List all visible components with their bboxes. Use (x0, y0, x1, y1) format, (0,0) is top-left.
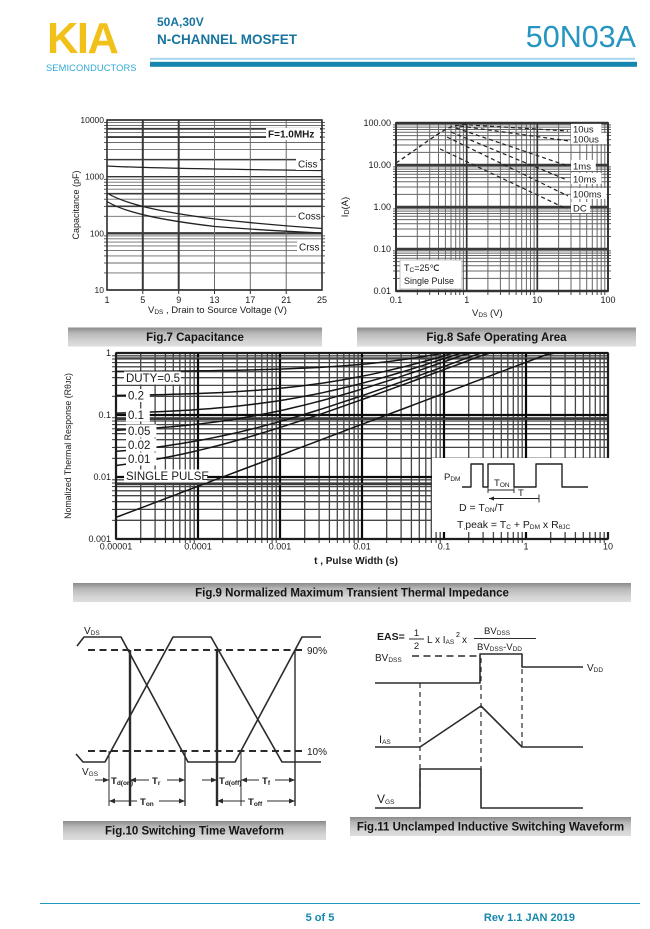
svg-text:1ms: 1ms (573, 162, 591, 173)
svg-text:Td(off): Td(off) (219, 776, 241, 787)
svg-text:10: 10 (603, 542, 613, 552)
svg-text:VDS (V): VDS (V) (472, 308, 503, 319)
svg-text:N-CHANNEL MOSFET: N-CHANNEL MOSFET (157, 32, 298, 47)
svg-text:100us: 100us (573, 135, 599, 146)
svg-text:10: 10 (532, 295, 542, 305)
svg-text:100: 100 (90, 228, 104, 238)
svg-text:10%: 10% (307, 747, 327, 758)
svg-text:BVDSS: BVDSS (375, 653, 402, 664)
svg-text:0.2: 0.2 (128, 391, 144, 403)
svg-text:VDD: VDD (587, 663, 603, 674)
svg-text:Capacitance (pF): Capacitance (pF) (71, 170, 81, 239)
svg-text:Toff: Toff (248, 797, 263, 808)
svg-text:T,peak = TC + PDM x RθJC: T,peak = TC + PDM x RθJC (457, 519, 571, 531)
svg-text:100ms: 100ms (573, 190, 602, 201)
svg-text:Fig.10 Switching Time Waveform: Fig.10 Switching Time Waveform (105, 826, 284, 838)
svg-text:Fig.8 Safe Operating Area: Fig.8 Safe Operating Area (426, 332, 567, 344)
svg-text:BVDSS: BVDSS (484, 626, 511, 637)
svg-text:0.1: 0.1 (98, 410, 111, 420)
svg-text:T: T (518, 488, 524, 499)
svg-text:50A,30V: 50A,30V (157, 15, 204, 29)
svg-text:50N03A: 50N03A (526, 20, 637, 54)
svg-text:Ciss: Ciss (298, 160, 317, 171)
svg-text:10000: 10000 (80, 115, 104, 125)
svg-text:Rev 1.1 JAN 2019: Rev 1.1 JAN 2019 (484, 912, 575, 924)
svg-text:1.00: 1.00 (373, 202, 391, 212)
svg-text:ID(A): ID(A) (340, 197, 351, 217)
svg-text:PDM: PDM (444, 472, 460, 483)
svg-text:13: 13 (209, 295, 219, 305)
svg-text:2: 2 (414, 641, 419, 652)
svg-text:100: 100 (600, 295, 615, 305)
svg-text:1: 1 (104, 295, 109, 305)
svg-text:TC=25℃: TC=25℃ (404, 263, 440, 274)
svg-text:EAS=: EAS= (377, 631, 405, 643)
svg-text:0.01: 0.01 (373, 286, 391, 296)
svg-text:1: 1 (414, 628, 419, 639)
svg-text:Fig.9 Normalized Maximum Trans: Fig.9 Normalized Maximum Transient Therm… (195, 588, 509, 600)
svg-text:0.1: 0.1 (128, 410, 144, 422)
svg-text:L x IAS: L x IAS (427, 635, 455, 646)
svg-text:10us: 10us (573, 125, 594, 136)
svg-text:VDS: VDS (84, 626, 100, 637)
svg-text:10: 10 (95, 285, 105, 295)
svg-text:5: 5 (140, 295, 145, 305)
svg-text:SEMICONDUCTORS: SEMICONDUCTORS (46, 63, 137, 73)
svg-text:TON: TON (494, 478, 510, 489)
svg-text:Crss: Crss (299, 243, 320, 254)
svg-text:2: 2 (456, 632, 460, 639)
svg-text:0.1: 0.1 (390, 295, 403, 305)
svg-text:Coss: Coss (298, 212, 321, 223)
svg-text:5 of 5: 5 of 5 (306, 912, 335, 924)
svg-text:10.00: 10.00 (368, 160, 391, 170)
svg-text:17: 17 (245, 295, 255, 305)
svg-text:Fig.7 Capacitance: Fig.7 Capacitance (146, 332, 244, 344)
svg-text:D = TON/T: D = TON/T (459, 502, 504, 514)
svg-text:1: 1 (106, 348, 111, 358)
svg-text:Tr: Tr (152, 776, 161, 787)
svg-text:x: x (462, 635, 467, 646)
svg-text:10ms: 10ms (573, 175, 596, 186)
svg-text:0.01: 0.01 (128, 454, 150, 466)
svg-text:Single Pulse: Single Pulse (404, 276, 454, 286)
svg-text:0.01: 0.01 (93, 472, 111, 482)
svg-text:IAS: IAS (379, 734, 391, 746)
svg-text:100.00: 100.00 (363, 118, 391, 128)
svg-text:Ton: Ton (140, 797, 154, 808)
svg-text:Nomalized Thermal Response (Rθ: Nomalized Thermal Response (Rθᴊᴄ) (63, 373, 73, 519)
svg-text:0.0001: 0.0001 (184, 542, 212, 552)
svg-text:Td(on): Td(on) (111, 776, 133, 787)
svg-text:0.10: 0.10 (373, 244, 391, 254)
svg-text:F=1.0MHz: F=1.0MHz (268, 130, 314, 141)
svg-text:0.05: 0.05 (128, 426, 150, 438)
svg-text:Fig.11 Unclamped Inductive Swi: Fig.11 Unclamped Inductive Switching Wav… (357, 822, 624, 834)
svg-text:VGS: VGS (82, 767, 99, 778)
svg-text:DC: DC (573, 204, 587, 215)
svg-text:BVDSS-VDD: BVDSS-VDD (477, 642, 522, 653)
svg-text:1: 1 (523, 542, 528, 552)
svg-text:9: 9 (176, 295, 181, 305)
svg-text:VDS , Drain to Source Voltage: VDS , Drain to Source Voltage (V) (148, 305, 287, 316)
svg-text:SINGLE PULSE: SINGLE PULSE (126, 471, 209, 483)
svg-text:1: 1 (464, 295, 469, 305)
svg-text:Tf: Tf (262, 776, 271, 787)
svg-text:0.001: 0.001 (269, 542, 292, 552)
svg-text:DUTY=0.5: DUTY=0.5 (126, 373, 180, 385)
svg-text:0.02: 0.02 (128, 440, 150, 452)
svg-text:0.1: 0.1 (438, 542, 451, 552)
svg-text:t , Pulse Width (s): t , Pulse Width (s) (314, 556, 398, 567)
svg-text:0.01: 0.01 (353, 542, 371, 552)
svg-text:0.001: 0.001 (88, 534, 111, 544)
svg-text:VGS: VGS (377, 792, 395, 806)
svg-text:KIA: KIA (47, 15, 119, 63)
svg-text:90%: 90% (307, 646, 327, 657)
svg-text:21: 21 (281, 295, 291, 305)
svg-text:25: 25 (317, 295, 327, 305)
svg-text:1000: 1000 (85, 172, 104, 182)
svg-text:0.00001: 0.00001 (100, 542, 133, 552)
